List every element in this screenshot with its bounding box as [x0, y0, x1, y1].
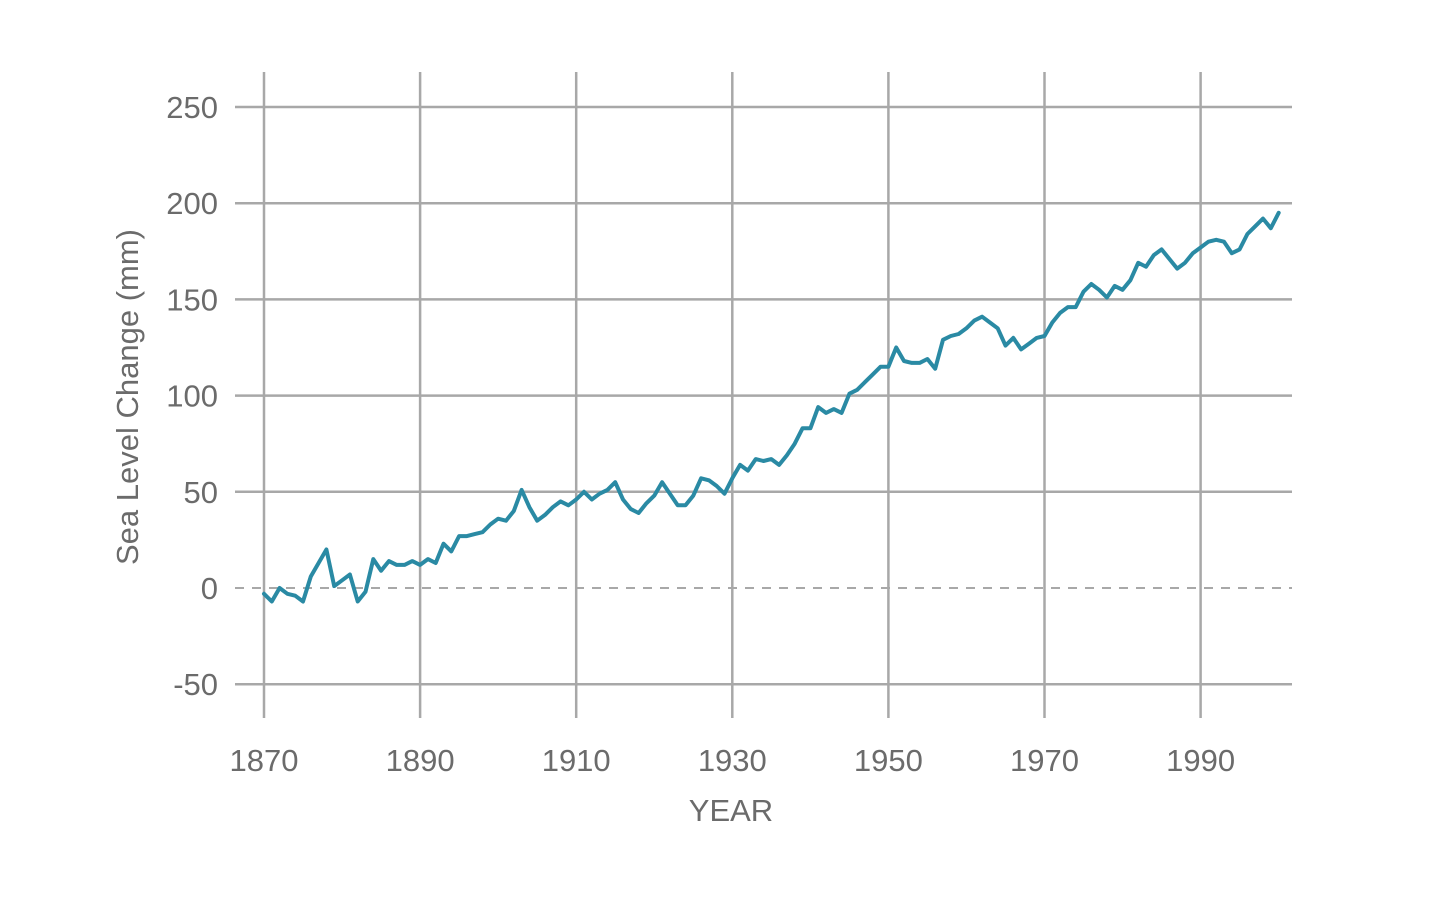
y-tick-label-200: 200	[166, 186, 218, 221]
x-tick-label-1910: 1910	[542, 743, 611, 778]
x-tick-label-1890: 1890	[386, 743, 455, 778]
y-tick-label-250: 250	[166, 90, 218, 125]
x-tick-label-1970: 1970	[1010, 743, 1079, 778]
y-tick-label-100: 100	[166, 379, 218, 414]
y-tick-label-0: 0	[201, 571, 218, 606]
x-tick-label-1950: 1950	[854, 743, 923, 778]
y-axis-title: Sea Level Change (mm)	[110, 229, 145, 565]
series-line-0	[262, 210, 1281, 604]
x-tick-label-1990: 1990	[1166, 743, 1235, 778]
x-tick-label-1870: 1870	[230, 743, 299, 778]
x-tick-label-1930: 1930	[698, 743, 767, 778]
x-axis-title: YEAR	[689, 793, 773, 828]
series-layer	[262, 210, 1281, 604]
y-tick-label-150: 150	[166, 282, 218, 317]
y-tick-label-50: 50	[184, 475, 218, 510]
y-tick-label--50: -50	[173, 667, 218, 702]
tick-labels: 1870 1890 1910 1930 1950 1970 1990 -50 0 50 100 150…	[166, 90, 1235, 778]
gridlines	[235, 72, 1292, 718]
